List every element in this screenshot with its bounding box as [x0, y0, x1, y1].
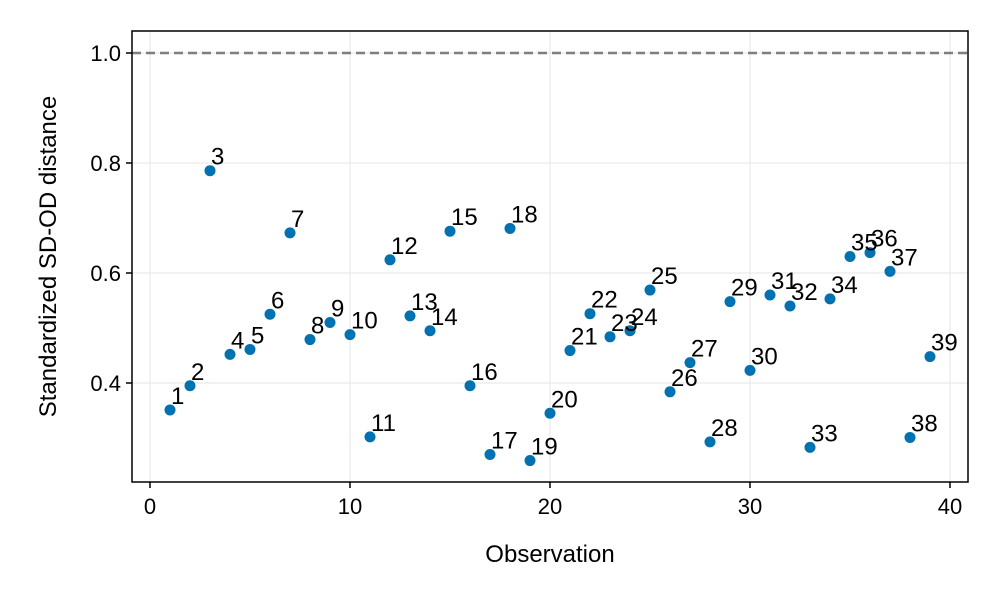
data-point-label: 6 — [271, 287, 284, 314]
data-point-label: 21 — [571, 324, 598, 351]
x-axis-ticks: 0 10 20 30 40 — [144, 482, 962, 519]
data-point — [284, 227, 296, 239]
data-point-label: 29 — [731, 275, 758, 302]
data-point — [224, 348, 236, 360]
data-point-label: 17 — [491, 428, 518, 455]
data-point — [664, 386, 676, 398]
data-point — [724, 296, 736, 308]
data-point — [344, 329, 356, 341]
data-point — [244, 343, 256, 355]
data-point — [364, 431, 376, 443]
y-axis-title: Standardized SD-OD distance — [35, 96, 62, 418]
data-points — [164, 165, 936, 467]
data-point — [764, 289, 776, 301]
data-point-label: 18 — [511, 201, 538, 228]
data-point-label: 2 — [191, 359, 204, 386]
data-point — [164, 404, 176, 416]
data-point-label: 8 — [311, 313, 324, 340]
data-point-label: 35 — [851, 230, 878, 257]
data-point-label: 14 — [431, 304, 458, 331]
data-point — [184, 380, 196, 392]
data-point-label: 16 — [471, 359, 498, 386]
data-point-label: 36 — [871, 226, 898, 253]
data-point — [524, 455, 536, 467]
data-point-label: 19 — [531, 434, 558, 461]
data-point — [644, 284, 656, 296]
data-point — [584, 308, 596, 320]
data-point-label: 10 — [351, 308, 378, 335]
data-point-label: 23 — [611, 310, 638, 337]
x-tick-label: 30 — [738, 494, 762, 519]
data-point-label: 38 — [911, 410, 938, 437]
data-point — [404, 310, 416, 322]
data-point-label: 4 — [231, 327, 244, 354]
data-point — [464, 380, 476, 392]
data-point — [304, 334, 316, 346]
data-point-label: 25 — [651, 263, 678, 290]
data-point — [824, 293, 836, 305]
data-point-label: 24 — [631, 304, 658, 331]
x-axis-title: Observation — [485, 541, 614, 568]
data-point — [864, 247, 876, 259]
data-point-label: 30 — [751, 343, 778, 370]
data-point — [804, 441, 816, 453]
data-point — [624, 325, 636, 337]
data-point — [744, 364, 756, 376]
data-point — [704, 436, 716, 448]
data-point — [844, 251, 856, 262]
data-point-label: 15 — [451, 204, 478, 231]
x-tick-label: 10 — [338, 494, 362, 519]
data-point-label: 3 — [211, 144, 224, 171]
data-point-label: 9 — [331, 296, 344, 323]
data-point — [544, 407, 556, 419]
data-point — [784, 300, 796, 312]
data-point-label: 28 — [711, 415, 738, 442]
data-point-label: 1 — [171, 383, 184, 410]
data-point-label: 34 — [831, 272, 858, 299]
data-point-label: 7 — [291, 206, 304, 233]
data-point-label: 20 — [551, 386, 578, 413]
data-point — [444, 225, 456, 237]
x-tick-label: 20 — [538, 494, 562, 519]
data-point — [884, 265, 896, 277]
y-tick-label: 1.0 — [90, 41, 121, 66]
data-point — [924, 351, 936, 363]
y-tick-label: 0.8 — [90, 151, 121, 176]
data-point-label: 37 — [891, 244, 918, 271]
data-point-label: 39 — [931, 330, 958, 357]
data-point-label: 11 — [371, 410, 396, 437]
data-point — [564, 345, 576, 357]
data-point — [604, 331, 616, 343]
data-point — [324, 317, 336, 328]
grid-lines — [132, 31, 968, 482]
x-tick-label: 40 — [938, 494, 962, 519]
y-tick-label: 0.6 — [90, 261, 121, 286]
data-point — [204, 165, 216, 177]
data-point-label: 12 — [391, 233, 418, 260]
data-point-label: 5 — [251, 322, 264, 349]
data-point-label: 33 — [811, 420, 838, 447]
data-point — [684, 357, 696, 369]
data-point — [904, 431, 916, 443]
data-point-label: 13 — [411, 289, 438, 316]
data-point — [384, 254, 396, 266]
y-tick-label: 0.4 — [90, 371, 121, 396]
data-point — [484, 449, 496, 460]
data-point-label: 31 — [771, 268, 798, 295]
data-point — [504, 222, 516, 234]
data-point-label: 26 — [671, 365, 698, 392]
data-point-label: 32 — [791, 279, 818, 306]
x-tick-label: 0 — [144, 494, 156, 519]
data-point — [264, 308, 276, 320]
data-point-label: 27 — [691, 336, 718, 363]
data-point-label: 22 — [591, 287, 618, 314]
y-axis-ticks: 0.4 0.6 0.8 1.0 — [90, 41, 132, 396]
data-point — [424, 325, 436, 337]
